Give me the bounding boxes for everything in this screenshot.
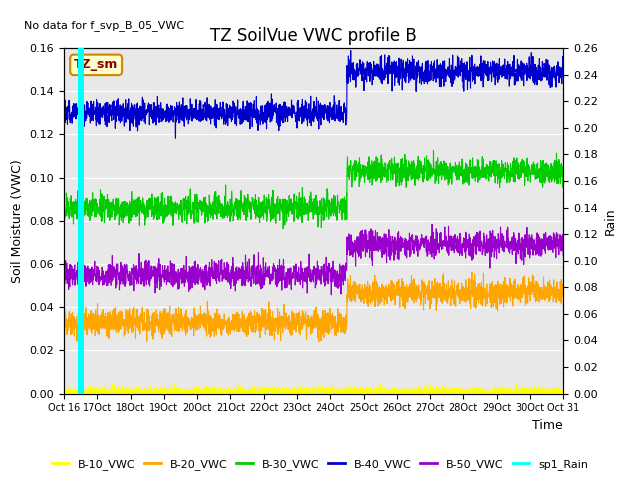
- Y-axis label: Rain: Rain: [604, 207, 616, 235]
- Text: No data for f_svp_B_05_VWC: No data for f_svp_B_05_VWC: [24, 20, 184, 31]
- X-axis label: Time: Time: [532, 419, 563, 432]
- Legend: B-10_VWC, B-20_VWC, B-30_VWC, B-40_VWC, B-50_VWC, sp1_Rain: B-10_VWC, B-20_VWC, B-30_VWC, B-40_VWC, …: [47, 455, 593, 474]
- Text: TZ_sm: TZ_sm: [74, 59, 118, 72]
- Bar: [77, 48, 84, 394]
- Y-axis label: Soil Moisture (VWC): Soil Moisture (VWC): [11, 159, 24, 283]
- Title: TZ SoilVue VWC profile B: TZ SoilVue VWC profile B: [210, 27, 417, 45]
